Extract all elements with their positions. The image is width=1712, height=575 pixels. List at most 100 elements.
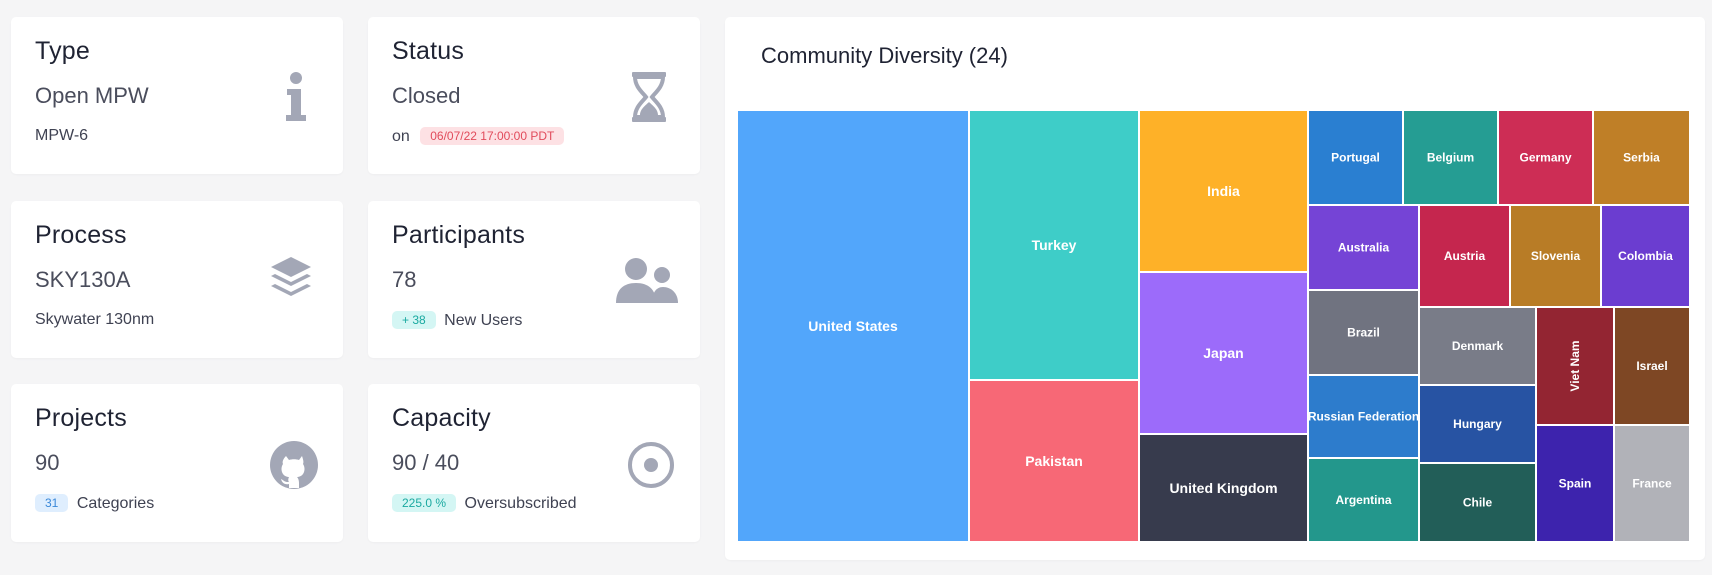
treemap-label-portugal: Portugal [1331, 151, 1380, 165]
treemap-label-india: India [1207, 183, 1240, 199]
new-users-badge: + 38 [392, 311, 436, 329]
community-treemap: United States Turkey Pakistan India Japan Uni… [738, 111, 1689, 541]
treemap-label-viet-nam: Viet Nam [1568, 340, 1582, 391]
treemap-rect-argentina[interactable] [1309, 459, 1418, 541]
treemap-label-denmark: Denmark [1452, 339, 1504, 353]
treemap-rect-slovenia[interactable] [1511, 206, 1600, 306]
treemap-rect-japan[interactable] [1140, 273, 1307, 433]
capacity-card: Capacity 90 / 40 225.0 % Oversubscribed [368, 384, 700, 542]
treemap-label-brazil: Brazil [1347, 326, 1380, 340]
treemap-rect-spain[interactable] [1537, 426, 1613, 541]
treemap-rect-france[interactable] [1615, 426, 1689, 541]
info-icon [286, 72, 306, 121]
treemap-rect-turkey[interactable] [970, 111, 1138, 379]
treemap-rect-hungary[interactable] [1420, 386, 1535, 462]
participants-title: Participants [392, 221, 526, 249]
new-users-label: New Users [444, 312, 523, 329]
treemap-cell-slovenia[interactable]: Slovenia [1511, 206, 1600, 306]
status-title: Status [392, 37, 465, 65]
process-title: Process [35, 221, 127, 249]
treemap-cell-india[interactable]: India [1140, 111, 1307, 271]
treemap-cell-colombia[interactable]: Colombia [1602, 206, 1689, 306]
treemap-rect-chile[interactable] [1420, 464, 1535, 541]
treemap-cell-france[interactable]: France [1615, 426, 1689, 541]
treemap-cell-serbia[interactable]: Serbia [1594, 111, 1689, 204]
treemap-label-spain: Spain [1559, 477, 1592, 491]
treemap-cell-portugal[interactable]: Portugal [1309, 111, 1402, 204]
users-icon [616, 258, 678, 303]
treemap-label-belgium: Belgium [1427, 151, 1474, 165]
treemap-label-slovenia: Slovenia [1531, 249, 1581, 263]
treemap-label-pakistan: Pakistan [1025, 453, 1083, 469]
treemap-rect-australia[interactable] [1309, 206, 1418, 289]
treemap-label-australia: Australia [1338, 241, 1390, 255]
treemap-cell-belgium[interactable]: Belgium [1404, 111, 1497, 204]
projects-sub: 31 Categories [35, 494, 154, 513]
treemap-rect-israel[interactable] [1615, 308, 1689, 424]
treemap-cell-hungary[interactable]: Hungary [1420, 386, 1535, 462]
treemap-rect-belgium[interactable] [1404, 111, 1497, 204]
treemap-cell-argentina[interactable]: Argentina [1309, 459, 1418, 541]
github-icon[interactable] [269, 440, 319, 490]
treemap-cell-russian-federation[interactable]: Russian Federation [1308, 376, 1419, 457]
treemap-cell-spain[interactable]: Spain [1537, 426, 1613, 541]
type-card: Type Open MPW MPW-6 [11, 17, 343, 174]
treemap-rect-united-kingdom[interactable] [1140, 435, 1307, 541]
process-value: SKY130A [35, 267, 131, 292]
treemap-label-russian-federation: Russian Federation [1308, 410, 1419, 424]
capacity-title: Capacity [392, 404, 491, 432]
treemap-label-austria: Austria [1444, 249, 1486, 263]
treemap-rect-serbia[interactable] [1594, 111, 1689, 204]
status-card: Status Closed on 06/07/22 17:00:00 PDT [368, 17, 700, 174]
treemap-rect-germany[interactable] [1499, 111, 1592, 204]
process-sub: Skywater 130nm [35, 311, 155, 328]
type-sub: MPW-6 [35, 127, 89, 144]
treemap-rect-brazil[interactable] [1309, 291, 1418, 374]
projects-card: Projects 90 31 Categories [11, 384, 343, 542]
treemap-cell-united-states[interactable]: United States [738, 111, 968, 541]
treemap-label-japan: Japan [1203, 345, 1243, 361]
treemap-rect-portugal[interactable] [1309, 111, 1402, 204]
participants-value: 78 [392, 267, 417, 292]
treemap-cell-germany[interactable]: Germany [1499, 111, 1592, 204]
oversubscribed-label: Oversubscribed [464, 495, 577, 512]
layers-icon [271, 257, 311, 296]
treemap-cell-viet-nam[interactable]: Viet Nam [1537, 308, 1613, 424]
treemap-rect-viet-nam[interactable] [1537, 308, 1613, 424]
treemap-cell-turkey[interactable]: Turkey [970, 111, 1138, 379]
treemap-label-colombia: Colombia [1618, 249, 1673, 263]
treemap-rect-united-states[interactable] [738, 111, 968, 541]
categories-badge: 31 [35, 494, 69, 512]
participants-sub: + 38 New Users [392, 311, 522, 330]
treemap-rect-denmark[interactable] [1420, 308, 1535, 384]
status-sub: on 06/07/22 17:00:00 PDT [392, 127, 568, 146]
treemap-label-germany: Germany [1519, 151, 1571, 165]
type-title: Type [35, 37, 90, 65]
treemap-cell-denmark[interactable]: Denmark [1420, 308, 1535, 384]
treemap-rect-russian-federation[interactable] [1309, 376, 1418, 457]
capacity-value: 90 / 40 [392, 450, 460, 475]
capacity-sub: 225.0 % Oversubscribed [392, 494, 577, 513]
status-sub-prefix: on [392, 128, 410, 145]
treemap-cell-austria[interactable]: Austria [1420, 206, 1509, 306]
treemap-cell-israel[interactable]: Israel [1615, 308, 1689, 424]
target-icon [628, 442, 674, 488]
treemap-label-france: France [1632, 477, 1672, 491]
treemap-label-argentina: Argentina [1335, 493, 1391, 507]
treemap-rect-austria[interactable] [1420, 206, 1509, 306]
treemap-label-hungary: Hungary [1453, 417, 1502, 431]
treemap-cell-chile[interactable]: Chile [1420, 464, 1535, 541]
treemap-label-turkey: Turkey [1032, 237, 1077, 253]
treemap-label-chile: Chile [1463, 496, 1493, 510]
treemap-cell-australia[interactable]: Australia [1309, 206, 1418, 289]
treemap-label-united-states: United States [808, 318, 898, 334]
treemap-cell-brazil[interactable]: Brazil [1309, 291, 1418, 374]
treemap-rect-pakistan[interactable] [970, 381, 1138, 541]
treemap-cell-pakistan[interactable]: Pakistan [970, 381, 1138, 541]
treemap-rect-india[interactable] [1140, 111, 1307, 271]
treemap-cell-united-kingdom[interactable]: United Kingdom [1140, 435, 1307, 541]
participants-card: Participants 78 + 38 New Users [368, 201, 700, 358]
treemap-cell-japan[interactable]: Japan [1140, 273, 1307, 433]
treemap-rect-colombia[interactable] [1602, 206, 1689, 306]
projects-value: 90 [35, 450, 60, 475]
